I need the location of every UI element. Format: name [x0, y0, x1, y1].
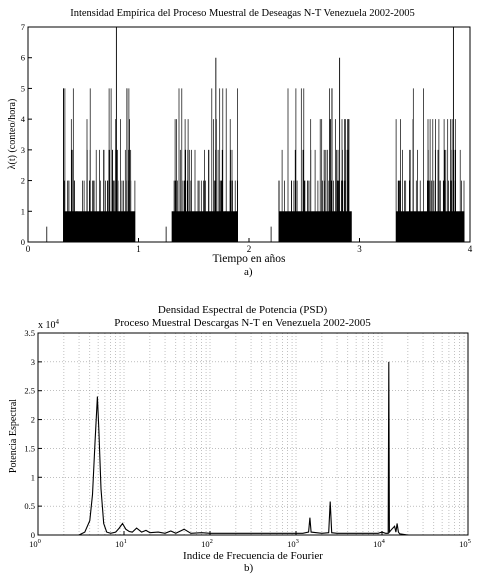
- chart-a-ytick-label: 0: [21, 237, 25, 247]
- chart-b-xlabel: Indice de Frecuencia de Fourier: [183, 550, 323, 562]
- chart-a-ytick-label: 3: [21, 145, 25, 155]
- chart-a-burst: [278, 57, 352, 242]
- chart-b-xtick-label: 105: [459, 538, 471, 549]
- chart-b-ytick-label: 0.5: [24, 501, 35, 511]
- figure-label-a: a): [244, 266, 253, 278]
- chart-b-multiplier-exp: 4: [56, 318, 60, 326]
- chart-b-ytick-label: 0: [31, 530, 35, 540]
- chart-a-burst: [171, 57, 238, 242]
- chart-b-ytick-label: 1: [31, 472, 35, 482]
- chart-b-title: Densidad Espectral de Potencia (PSD): [157, 304, 328, 316]
- chart-b-multiplier: x 104: [38, 318, 60, 331]
- chart-b-ytick-label: 2: [31, 415, 35, 425]
- chart-b-xtick-label: 104: [373, 538, 386, 549]
- chart-b-ticks: 100 101 102 103 104 105 0 0.5 1 1.5 2 2.5 3 3.5: [24, 328, 471, 549]
- chart-a-ylabel: λ(t) (conteo/hora): [7, 99, 18, 170]
- chart-b-ylabel: Potencia Espectral: [8, 399, 19, 473]
- chart-a-bars: [46, 27, 465, 242]
- chart-b-subtitle: Proceso Muestral Descargas N-T en Venezu…: [114, 317, 371, 329]
- chart-a-burst: [63, 27, 136, 242]
- chart-a-ticks: 0 1 2 3 4 0 1 2 3 4 5 6 7: [21, 22, 473, 254]
- chart-a: 0 1 2 3 4 0 1 2 3 4 5 6 7 Tiempo en años λ(t) (conte…: [7, 22, 473, 265]
- chart-b-xtick-label: 101: [115, 538, 127, 549]
- figure-label-b: b): [244, 562, 254, 574]
- chart-b-xtick-label: 103: [287, 538, 299, 549]
- chart-a-xtick-label: 2: [247, 244, 252, 254]
- chart-a-xtick-label: 1: [136, 244, 141, 254]
- chart-b-multiplier-base: x 10: [38, 320, 56, 331]
- chart-b-grid: [38, 333, 468, 535]
- chart-b-ytick-label: 3.5: [24, 328, 35, 338]
- chart-a-xtick-label: 3: [357, 244, 362, 254]
- chart-b-ytick-label: 3: [31, 357, 35, 367]
- chart-b-ytick-label: 1.5: [24, 443, 35, 453]
- chart-a-ytick-label: 4: [21, 114, 26, 124]
- chart-b-ytick-label: 2.5: [24, 386, 35, 396]
- chart-a-ytick-label: 7: [21, 22, 25, 32]
- chart-b-plot-frame: [37, 332, 469, 536]
- chart-b-series-line: [78, 361, 408, 536]
- chart-b-xtick-label: 102: [201, 538, 213, 549]
- chart-a-ytick-label: 2: [21, 176, 25, 186]
- chart-a-xlabel: Tiempo en años: [212, 253, 286, 265]
- chart-a-burst: [395, 27, 465, 242]
- chart-a-xtick-label: 4: [468, 244, 473, 254]
- chart-a-ytick-label: 6: [21, 53, 25, 63]
- chart-a-title: Intensidad Empírica del Proceso Muestral…: [70, 8, 415, 19]
- chart-a-xtick-label: 0: [26, 244, 31, 254]
- chart-a-ytick-label: 1: [21, 206, 25, 216]
- chart-a-ytick-label: 5: [21, 83, 25, 93]
- chart-b-xtick-label: 100: [29, 538, 41, 549]
